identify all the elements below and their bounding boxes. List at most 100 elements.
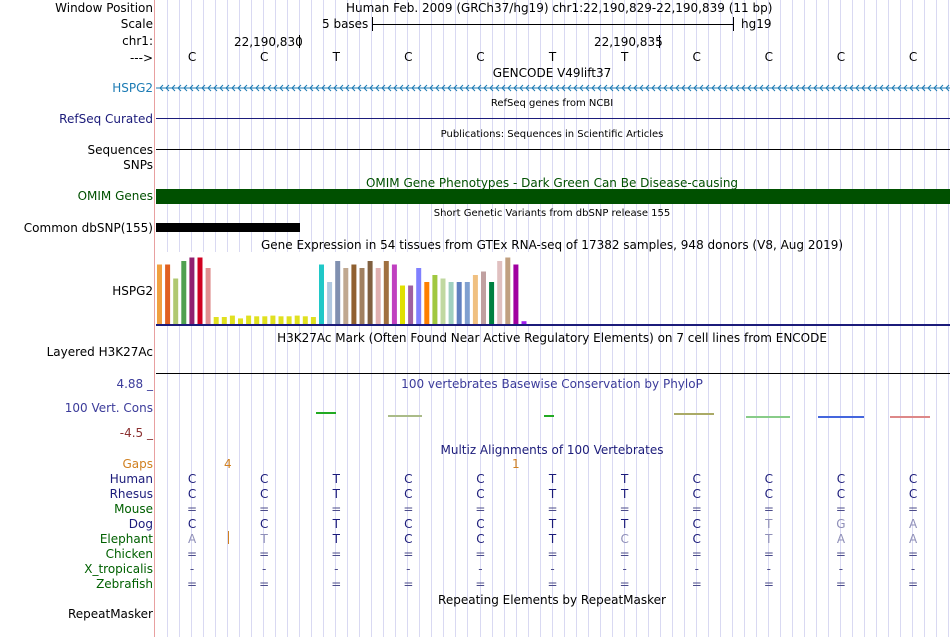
gtex-tissue-bar[interactable] bbox=[229, 315, 235, 324]
omim-label[interactable]: OMIM Genes bbox=[77, 189, 153, 203]
species-label[interactable]: Mouse bbox=[114, 502, 153, 516]
gtex-tissue-bar[interactable] bbox=[521, 321, 527, 324]
gtex-tissue-bar[interactable] bbox=[440, 278, 446, 325]
gencode-strand-chevron bbox=[441, 84, 446, 92]
phylop-min: -4.5 _ bbox=[119, 426, 153, 440]
gtex-tissue-bar[interactable] bbox=[448, 282, 454, 324]
gencode-gene-track[interactable] bbox=[156, 82, 950, 94]
gtex-label[interactable]: HSPG2 bbox=[112, 284, 153, 298]
gencode-strand-chevron bbox=[573, 84, 578, 92]
species-base: - bbox=[910, 562, 916, 576]
gtex-tissue-bar[interactable] bbox=[181, 261, 187, 324]
gtex-tissue-bar[interactable] bbox=[270, 315, 276, 324]
gtex-tissue-bar[interactable] bbox=[286, 316, 292, 324]
strand-label[interactable]: ---> bbox=[129, 51, 153, 65]
refseq-label[interactable]: RefSeq Curated bbox=[59, 112, 153, 126]
gtex-tissue-bar[interactable] bbox=[335, 261, 341, 324]
gencode-strand-chevron bbox=[855, 84, 860, 92]
gencode-strand-chevron bbox=[465, 84, 470, 92]
species-label[interactable]: Elephant bbox=[99, 532, 153, 546]
gtex-tissue-bar[interactable] bbox=[375, 268, 381, 324]
gtex-tissue-bar[interactable] bbox=[327, 282, 333, 324]
omim-bar[interactable] bbox=[156, 189, 950, 204]
gtex-tissue-bar[interactable] bbox=[432, 275, 438, 324]
gtex-tissue-bar[interactable] bbox=[489, 282, 495, 324]
dbsnp-label[interactable]: Common dbSNP(155) bbox=[23, 221, 153, 235]
gencode-strand-chevron bbox=[849, 84, 854, 92]
gtex-tissue-bar[interactable] bbox=[254, 316, 260, 324]
gtex-tissue-bar[interactable] bbox=[157, 264, 162, 325]
species-base: - bbox=[261, 562, 267, 576]
species-base: C bbox=[908, 472, 918, 486]
species-base: T bbox=[332, 517, 340, 531]
gtex-tissue-bar[interactable] bbox=[262, 316, 268, 324]
gtex-tissue-bar[interactable] bbox=[221, 317, 227, 324]
gencode-strand-chevron bbox=[783, 84, 788, 92]
species-label[interactable]: Rhesus bbox=[109, 487, 153, 501]
gencode-strand-chevron bbox=[843, 84, 848, 92]
gtex-tissue-bar[interactable] bbox=[505, 257, 511, 325]
gencode-strand-chevron bbox=[333, 84, 338, 92]
gencode-strand-chevron bbox=[549, 84, 554, 92]
dbsnp-variant-bar[interactable] bbox=[156, 223, 300, 232]
species-base: = bbox=[475, 547, 486, 561]
gtex-tissue-bar[interactable] bbox=[189, 257, 195, 325]
gtex-tissue-bar[interactable] bbox=[213, 317, 219, 324]
gaps-label[interactable]: Gaps bbox=[122, 457, 153, 471]
repeatmasker-label[interactable]: RepeatMasker bbox=[67, 607, 153, 621]
gtex-tissue-bar[interactable] bbox=[165, 264, 171, 325]
species-base: T bbox=[620, 472, 629, 486]
gtex-tissue-bar[interactable] bbox=[302, 316, 308, 324]
gtex-tissue-bar[interactable] bbox=[278, 316, 284, 324]
gtex-expression-chart[interactable] bbox=[156, 252, 950, 328]
pubs-line[interactable] bbox=[156, 149, 950, 150]
ruler-base: C bbox=[692, 50, 701, 64]
gencode-strand-chevron bbox=[771, 84, 776, 92]
gtex-tissue-bar[interactable] bbox=[513, 264, 519, 325]
gtex-tissue-bar[interactable] bbox=[294, 315, 300, 324]
gtex-tissue-bar[interactable] bbox=[359, 268, 365, 324]
ruler-base: T bbox=[620, 50, 629, 64]
gtex-tissue-bar[interactable] bbox=[383, 261, 389, 324]
gtex-tissue-bar[interactable] bbox=[424, 282, 430, 324]
species-label[interactable]: Zebrafish bbox=[96, 577, 153, 591]
gtex-tissue-bar[interactable] bbox=[343, 268, 349, 324]
gtex-tissue-bar[interactable] bbox=[205, 268, 211, 324]
species-label[interactable]: X_tropicalis bbox=[84, 562, 153, 576]
gtex-tissue-bar[interactable] bbox=[391, 264, 397, 325]
gtex-tissue-bar[interactable] bbox=[456, 282, 462, 324]
grid-line bbox=[888, 0, 889, 637]
gtex-tissue-bar[interactable] bbox=[238, 318, 243, 324]
scale-bar bbox=[372, 24, 734, 25]
h3k27ac-label[interactable]: Layered H3K27Ac bbox=[46, 345, 153, 359]
gencode-strand-chevron bbox=[453, 84, 458, 92]
gtex-tissue-bar[interactable] bbox=[246, 315, 252, 324]
gtex-tissue-bar[interactable] bbox=[351, 264, 357, 325]
gtex-tissue-bar[interactable] bbox=[173, 278, 179, 325]
gtex-tissue-bar[interactable] bbox=[481, 271, 486, 325]
gtex-tissue-bar[interactable] bbox=[367, 261, 373, 324]
gtex-tissue-bar[interactable] bbox=[197, 257, 203, 325]
gencode-strand-chevron bbox=[261, 84, 266, 92]
pubs-label-1[interactable]: Sequences bbox=[87, 143, 153, 157]
gtex-tissue-bar[interactable] bbox=[497, 261, 503, 324]
gtex-tissue-bar[interactable] bbox=[319, 264, 324, 325]
species-label[interactable]: Chicken bbox=[105, 547, 153, 561]
species-label[interactable]: Human bbox=[109, 472, 153, 486]
phylop-label[interactable]: 100 Vert. Cons bbox=[64, 401, 153, 415]
gtex-tissue-bar[interactable] bbox=[310, 317, 316, 324]
species-label[interactable]: Dog bbox=[128, 517, 153, 531]
gencode-gene-label[interactable]: HSPG2 bbox=[112, 81, 153, 95]
gencode-strand-chevron bbox=[309, 84, 314, 92]
phylop-signal[interactable] bbox=[156, 405, 950, 425]
window-position-text[interactable]: Human Feb. 2009 (GRCh37/hg19) chr1:22,19… bbox=[346, 1, 773, 15]
gencode-strand-chevron bbox=[729, 84, 734, 92]
refseq-gene-line[interactable] bbox=[156, 118, 950, 119]
gencode-strand-chevron bbox=[201, 84, 206, 92]
gtex-tissue-bar[interactable] bbox=[416, 268, 422, 324]
gtex-tissue-bar[interactable] bbox=[464, 282, 470, 324]
gtex-tissue-bar[interactable] bbox=[408, 285, 414, 325]
gtex-tissue-bar[interactable] bbox=[472, 275, 478, 324]
pubs-label-2[interactable]: SNPs bbox=[123, 158, 153, 172]
gtex-tissue-bar[interactable] bbox=[400, 285, 405, 325]
